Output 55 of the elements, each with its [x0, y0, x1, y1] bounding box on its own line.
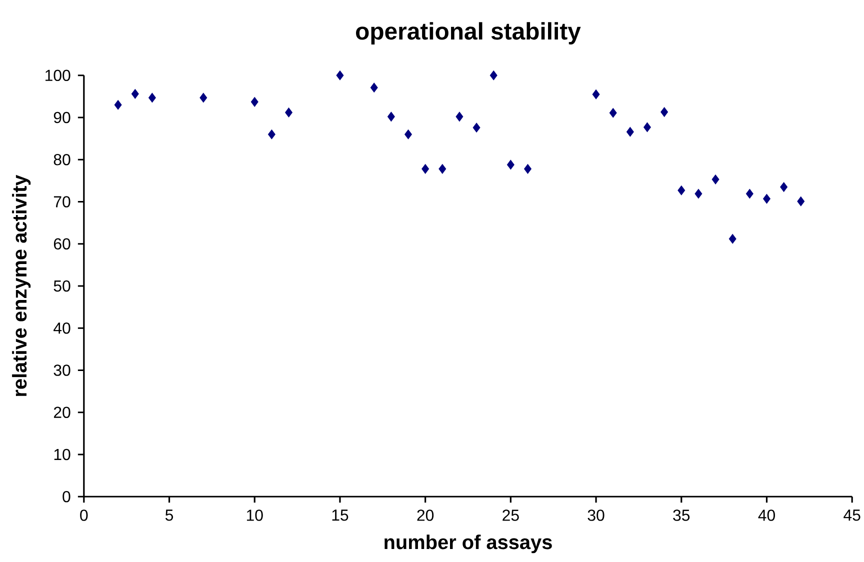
point [148, 93, 156, 103]
point [490, 70, 498, 80]
point [456, 112, 464, 122]
y-tick-label: 80 [54, 154, 70, 166]
x-tick-label: 10 [246, 510, 263, 522]
point [797, 196, 805, 206]
y-tick-label: 30 [54, 364, 70, 376]
point [712, 174, 720, 184]
x-axis-title: number of assays [384, 534, 552, 554]
x-tick-label: 5 [165, 510, 174, 521]
point [250, 97, 258, 107]
point [644, 122, 651, 132]
point [678, 186, 686, 196]
point [285, 108, 292, 118]
point [592, 90, 600, 100]
y-tick-label: 100 [46, 70, 70, 82]
y-tick-label: 0 [62, 491, 70, 502]
y-tick-label: 50 [54, 280, 70, 292]
point [387, 112, 395, 122]
point [524, 164, 532, 174]
x-tick-label: 0 [80, 510, 88, 522]
point [728, 234, 736, 244]
y-tick-label: 40 [54, 322, 70, 334]
x-tick-label: 40 [758, 510, 775, 522]
point [609, 108, 617, 118]
y-axis-title: relative enzyme activity [12, 174, 31, 396]
point [404, 130, 412, 140]
point [114, 100, 122, 110]
point [336, 70, 344, 80]
point [506, 160, 514, 170]
y-tick-label: 70 [54, 196, 70, 208]
y-tick-label: 60 [54, 238, 70, 250]
x-tick-label: 20 [417, 510, 434, 522]
point [422, 164, 430, 174]
point [660, 107, 668, 117]
point [200, 93, 208, 103]
x-tick-label: 35 [673, 510, 690, 522]
y-tick-label: 20 [54, 406, 70, 418]
y-tick-label: 90 [54, 112, 70, 124]
point [472, 122, 480, 132]
point [370, 82, 378, 92]
point [131, 89, 139, 99]
x-tick-label: 30 [588, 510, 604, 522]
chart-title: operational stability [356, 22, 581, 45]
point [268, 130, 276, 140]
y-tick-label: 10 [54, 448, 70, 460]
point [746, 189, 754, 199]
point [438, 164, 446, 174]
x-tick-label: 45 [844, 510, 860, 521]
point [626, 127, 634, 137]
x-tick-label: 25 [502, 510, 519, 522]
point [694, 189, 702, 199]
point [780, 182, 788, 192]
x-tick-label: 15 [332, 510, 348, 521]
point [763, 194, 770, 204]
